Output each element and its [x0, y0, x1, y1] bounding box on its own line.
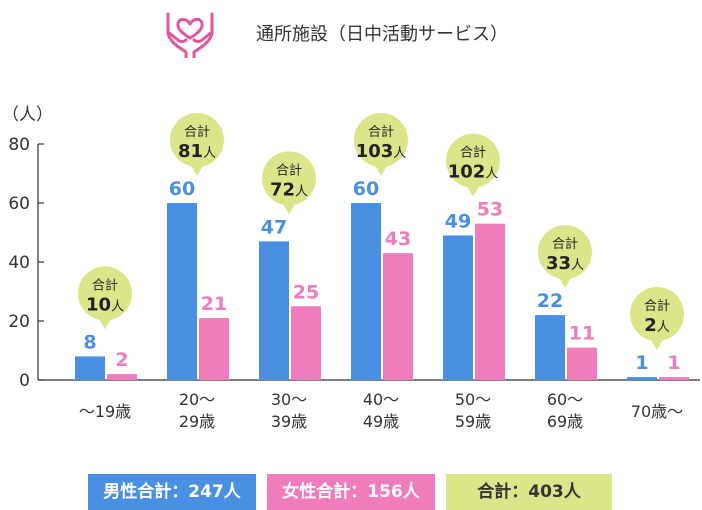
bar-chart: （人）02040608082〜19歳合計10人602120〜29歳合計81人47… — [2, 105, 700, 431]
legend-male-total: 男性合計：247人 — [88, 474, 256, 510]
data-label-male: 22 — [537, 290, 563, 312]
data-label-female: 21 — [201, 293, 227, 315]
total-bubble-value: 103人 — [356, 141, 407, 162]
data-label-male: 49 — [445, 210, 471, 232]
data-label-male: 1 — [635, 352, 648, 374]
total-bubble-prefix: 合計 — [644, 298, 670, 314]
bar-male — [75, 356, 105, 380]
total-bubble — [78, 266, 132, 321]
x-tick-label: 40〜 — [363, 390, 399, 409]
total-bubble-value: 2人 — [644, 315, 670, 336]
y-tick-label: 80 — [8, 135, 30, 155]
y-tick-label: 60 — [8, 194, 30, 214]
total-bubble — [446, 133, 500, 188]
total-bubble-pointer — [558, 276, 572, 289]
total-bubble-pointer — [282, 202, 296, 215]
total-bubble-prefix: 合計 — [552, 236, 578, 252]
total-bubble-prefix: 合計 — [184, 124, 210, 140]
chart-header: 通所施設（日中活動サービス） — [160, 2, 580, 58]
bar-male — [627, 377, 657, 380]
data-label-female: 53 — [477, 199, 503, 221]
total-bubble-value: 33人 — [546, 253, 584, 274]
bar-female — [107, 374, 137, 380]
heart-in-hands-icon — [166, 12, 214, 58]
y-tick-label: 40 — [8, 253, 30, 273]
total-bubble-value: 102人 — [448, 162, 499, 183]
x-tick-label: 30〜 — [271, 390, 307, 409]
data-label-male: 47 — [261, 216, 287, 238]
total-bubble — [630, 287, 684, 342]
x-tick-label: 39歳 — [271, 412, 307, 431]
chart-title: 通所施設（日中活動サービス） — [256, 24, 508, 45]
bar-male — [167, 203, 197, 380]
bar-female — [199, 318, 229, 380]
bar-male — [443, 235, 473, 380]
total-bubble-pointer — [98, 317, 112, 330]
y-tick-label: 20 — [8, 312, 30, 332]
x-tick-label: 20〜 — [179, 390, 215, 409]
x-tick-label: 50〜 — [455, 390, 491, 409]
total-bubble-value: 10人 — [86, 294, 124, 315]
bar-male — [351, 203, 381, 380]
total-bubble-pointer — [190, 164, 204, 176]
total-bubble-value: 81人 — [178, 141, 216, 162]
total-bubble-prefix: 合計 — [92, 277, 118, 293]
bar-female — [475, 223, 505, 380]
total-bubble — [170, 113, 224, 167]
total-bubble — [262, 151, 316, 206]
bar-female — [567, 347, 597, 380]
x-tick-label: 49歳 — [363, 412, 399, 431]
data-label-male: 60 — [169, 178, 195, 200]
legend-female-total: 女性合計：156人 — [267, 474, 435, 510]
x-tick-label: 70歳〜 — [631, 402, 683, 421]
x-tick-label: 59歳 — [455, 412, 491, 431]
total-bubble-prefix: 合計 — [460, 145, 486, 161]
x-tick-label: 69歳 — [547, 412, 583, 431]
x-tick-label: 60〜 — [547, 390, 583, 409]
bar-female — [383, 253, 413, 380]
y-tick-label: 0 — [19, 371, 30, 391]
x-tick-label: 〜19歳 — [79, 402, 131, 421]
legend: 男性合計：247人 女性合計：156人 合計：403人 — [0, 474, 702, 510]
total-bubble-pointer — [650, 338, 664, 351]
data-label-female: 1 — [667, 352, 680, 374]
total-bubble-pointer — [466, 184, 480, 197]
data-label-female: 43 — [385, 228, 411, 250]
data-label-female: 25 — [293, 281, 319, 303]
data-label-female: 2 — [115, 349, 128, 371]
total-bubble-prefix: 合計 — [276, 162, 302, 178]
data-label-male: 8 — [83, 331, 96, 353]
legend-grand-total: 合計：403人 — [446, 474, 612, 510]
bar-male — [259, 241, 289, 380]
bar-male — [535, 315, 565, 380]
data-label-male: 60 — [353, 178, 379, 200]
total-bubble — [538, 225, 592, 280]
total-bubble — [354, 113, 408, 167]
total-bubble-prefix: 合計 — [368, 124, 394, 140]
total-bubble-value: 72人 — [270, 179, 308, 200]
data-label-female: 11 — [569, 323, 595, 345]
x-tick-label: 29歳 — [179, 412, 215, 431]
total-bubble-pointer — [374, 164, 388, 176]
bar-female — [291, 306, 321, 380]
y-axis-label: （人） — [2, 105, 53, 125]
bar-female — [659, 377, 689, 380]
